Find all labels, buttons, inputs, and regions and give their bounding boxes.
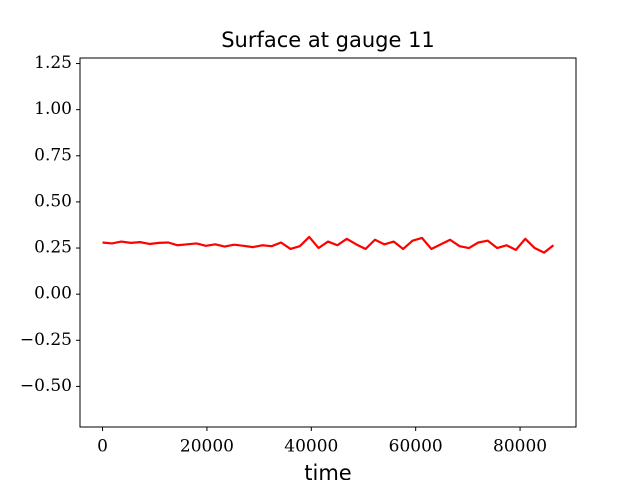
y-tick-label: 1.00 [34,99,72,119]
y-tick-label: 1.25 [34,53,72,73]
data-line [102,235,555,254]
y-tick-label: 0.25 [34,238,72,258]
plot-frame [79,57,577,428]
y-tick-label: 0.75 [34,145,72,165]
x-tick-label: 20000 [180,437,234,457]
chart-title: Surface at gauge 11 [221,28,435,52]
y-tick-label: 0.00 [34,284,72,304]
x-tick-label: 60000 [389,437,443,457]
x-tick-label: 80000 [493,437,547,457]
y-tick-label: −0.50 [20,376,72,396]
x-tick-label: 40000 [284,437,338,457]
y-tick-label: −0.25 [20,330,72,350]
x-tick-label: 0 [97,437,108,457]
x-axis-label: time [304,461,351,480]
y-tick-label: 0.50 [34,191,72,211]
